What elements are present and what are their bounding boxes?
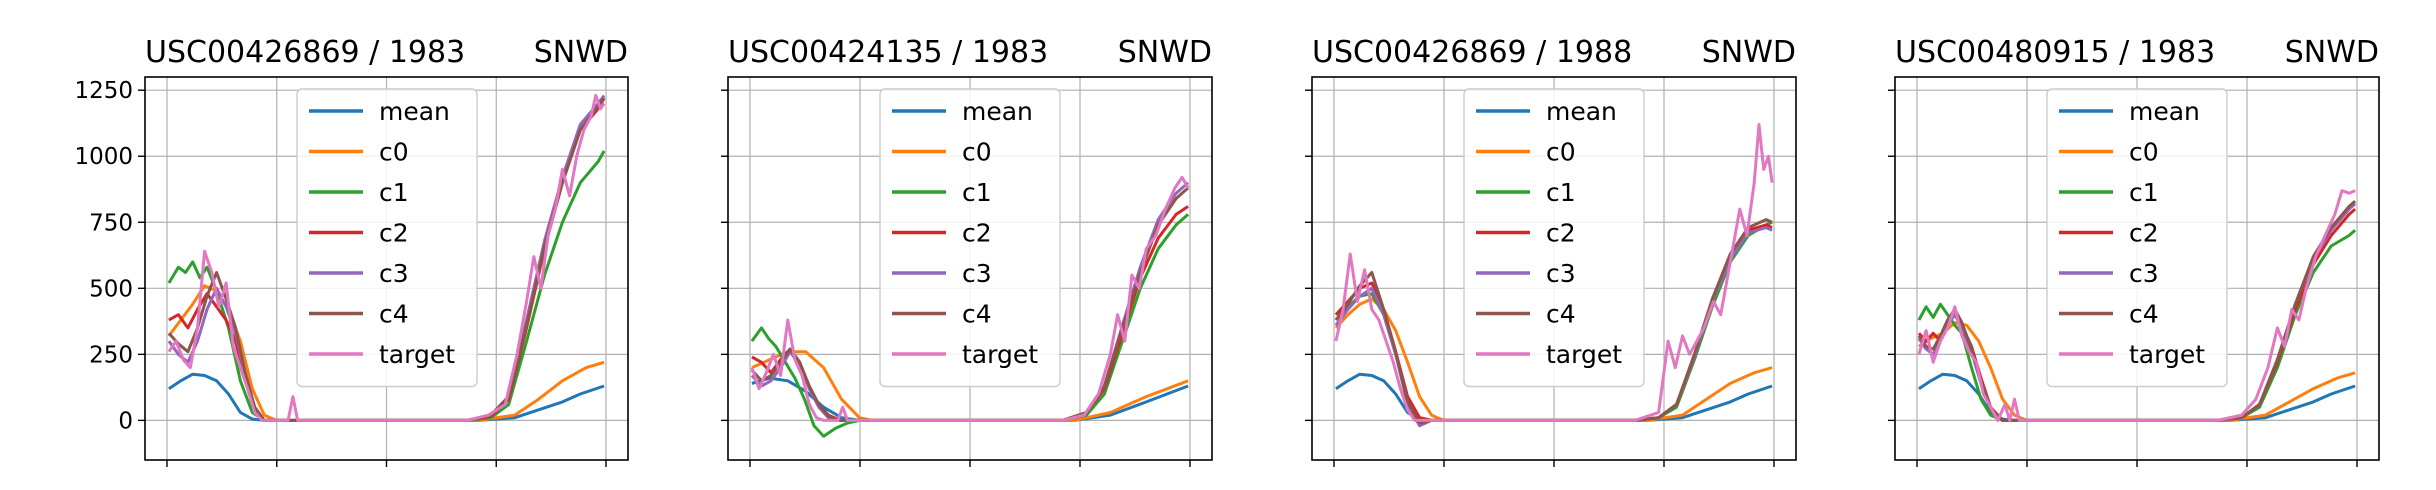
legend-label-c2: c2 (1546, 219, 1576, 248)
chart-title-right: SNWD (1118, 35, 1212, 70)
legend-label-c4: c4 (2129, 300, 2159, 329)
legend-label-mean: mean (962, 97, 1033, 126)
y-tick-label: 1250 (74, 78, 133, 104)
y-tick-label: 1000 (74, 144, 133, 170)
legend: mean c0 c1 c2 c3 c4 target (2046, 88, 2228, 388)
plot-frame (144, 76, 629, 461)
legend-label-c0: c0 (962, 138, 992, 167)
legend-label-c1: c1 (2129, 178, 2159, 207)
legend-label-target: target (1546, 340, 1622, 369)
legend-label-c2: c2 (379, 219, 409, 248)
y-tick-label: 250 (89, 342, 133, 368)
series-line-target (1334, 123, 1774, 422)
plot-frame (1894, 76, 2380, 461)
legend-label-c0: c0 (2129, 138, 2159, 167)
series-line-mean (751, 376, 1189, 422)
y-tick-label: 500 (89, 276, 133, 302)
legend-label-mean: mean (1546, 97, 1617, 126)
legend-label-c3: c3 (379, 259, 409, 288)
chart-panel-1: 0 250 500 750 1000 1250 USC00426869 / 1983 SNWD… (74, 35, 629, 467)
series-line-target (167, 94, 606, 422)
chart-title: USC00426869 / 1983 (145, 35, 465, 70)
legend-label-c1: c1 (379, 178, 409, 207)
legend: mean c0 c1 c2 c3 c4 target (879, 88, 1061, 388)
legend: mean c0 c1 c2 c3 c4 target (296, 88, 478, 388)
legend: mean c0 c1 c2 c3 c4 target (1463, 88, 1645, 388)
legend-label-mean: mean (2129, 97, 2200, 126)
legend-label-target: target (2129, 340, 2205, 369)
chart-panel-3: USC00426869 / 1988 SNWD mean c0 c1 c2 c3 c4 targ… (1305, 35, 1797, 467)
legend-label-c3: c3 (1546, 259, 1576, 288)
series-line-c0 (1334, 297, 1773, 422)
plot-frame (1311, 76, 1797, 461)
legend-label-c2: c2 (2129, 219, 2159, 248)
chart-title: USC00480915 / 1983 (1895, 35, 2215, 70)
legend-label-target: target (962, 340, 1038, 369)
legend-label-c1: c1 (962, 178, 992, 207)
series-group (1334, 123, 1774, 428)
legend-label-c4: c4 (1546, 300, 1576, 329)
chart-title: USC00426869 / 1988 (1312, 35, 1632, 70)
series-group (750, 175, 1190, 438)
series-line-target (1917, 189, 2356, 422)
chart-title-right: SNWD (534, 35, 628, 70)
chart-title-right: SNWD (2285, 35, 2379, 70)
legend-label-c3: c3 (962, 259, 992, 288)
chart-panel-2: USC00424135 / 1983 SNWD mean c0 c1 c2 c3 c4 targ… (721, 35, 1213, 467)
chart-title-right: SNWD (1702, 35, 1796, 70)
legend-label-c4: c4 (962, 300, 992, 329)
legend-label-c0: c0 (379, 138, 409, 167)
legend-label-c0: c0 (1546, 138, 1576, 167)
plot-frame (727, 76, 1213, 461)
legend-label-c1: c1 (1546, 178, 1576, 207)
y-tick-label: 0 (118, 408, 133, 434)
legend-label-c2: c2 (962, 219, 992, 248)
y-tick-label: 750 (89, 210, 133, 236)
legend-label-c4: c4 (379, 300, 409, 329)
series-line-c0 (167, 284, 605, 422)
series-line-target (750, 175, 1190, 422)
legend-label-c3: c3 (2129, 259, 2159, 288)
series-group (1917, 189, 2357, 422)
chart-panel-4: USC00480915 / 1983 SNWD mean c0 c1 c2 c3 c4 targ… (1888, 35, 2380, 467)
series-group (167, 94, 606, 422)
series-line-mean (168, 372, 605, 422)
legend-label-target: target (379, 340, 455, 369)
series-line-c1 (750, 213, 1190, 438)
legend-label-mean: mean (379, 97, 450, 126)
chart-title: USC00424135 / 1983 (728, 35, 1048, 70)
